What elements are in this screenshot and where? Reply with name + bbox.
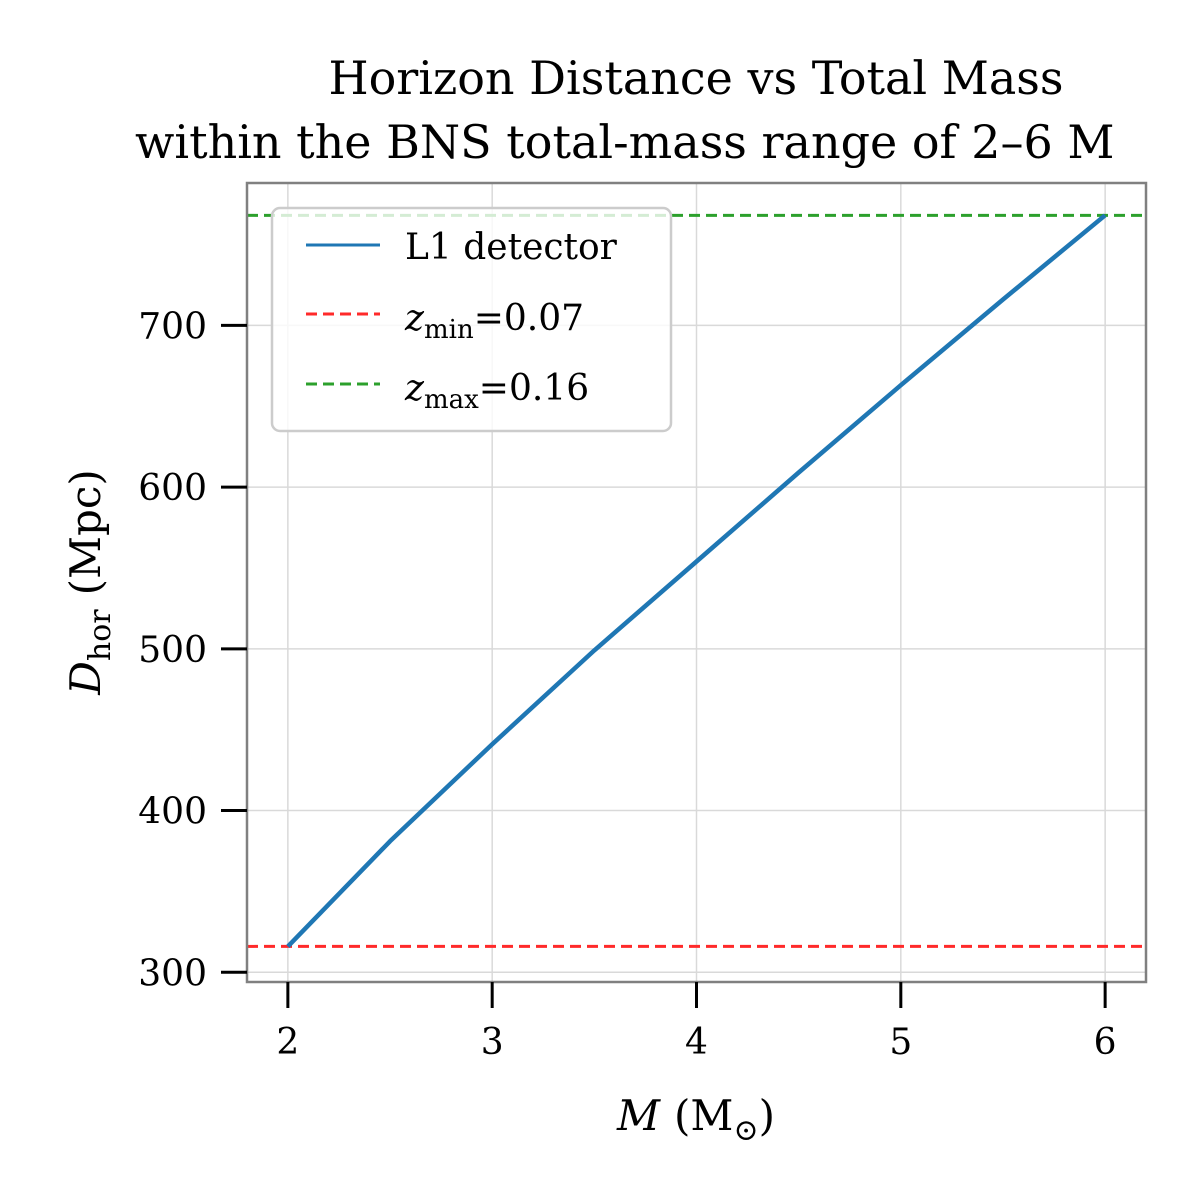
reference-lines [247, 213, 1146, 948]
y-tick-label-600: 600 [138, 468, 207, 509]
legend-zmin-value: =0.07 [474, 298, 584, 339]
y-tick-label-300: 300 [138, 953, 207, 994]
grid [247, 183, 1146, 982]
y-tick-label-700: 700 [138, 306, 207, 347]
x-axis-symbol: M [616, 1091, 661, 1140]
legend-zmax-value: =0.16 [479, 368, 589, 409]
y-axis-symbol: D [61, 661, 110, 696]
series [286, 213, 1107, 948]
y-tick-label-500: 500 [138, 630, 207, 671]
x-tick-label-6: 6 [1094, 1022, 1117, 1063]
chart-title-line1: Horizon Distance vs Total Mass [328, 51, 1063, 105]
x-tick-label-5: 5 [889, 1022, 912, 1063]
x-axis-label: M (M⊙) [616, 1091, 775, 1148]
legend-label-l1: L1 detector [405, 227, 618, 268]
series-line-l1-detector [286, 213, 1107, 948]
x-tick-label-2: 2 [276, 1022, 299, 1063]
legend: L1 detector zmin=0.07 zmax=0.16 [270, 206, 673, 433]
legend-box [270, 206, 673, 433]
y-axis-subscript: hor [83, 609, 118, 661]
legend-label-zmin: zmin=0.07 [404, 298, 584, 345]
legend-label-zmax: zmax=0.16 [404, 368, 589, 415]
x-tick-label-3: 3 [481, 1022, 504, 1063]
legend-zmin-symbol: z [404, 298, 425, 339]
chart-title-line2: within the BNS total-mass range of 2–6 M [135, 115, 1114, 169]
y-axis-unit: (Mpc) [61, 469, 110, 595]
ticks: 2 3 4 5 6 300 400 500 600 700 [138, 306, 1116, 1063]
x-axis-unit-subscript: ⊙ [733, 1113, 758, 1148]
x-axis-unit-suffix: ) [759, 1091, 775, 1140]
legend-zmax-symbol: z [404, 368, 425, 409]
legend-zmax-subscript: max [424, 385, 479, 415]
legend-zmin-subscript: min [424, 315, 474, 345]
y-axis-label: Dhor (Mpc) [61, 469, 118, 696]
y-tick-label-400: 400 [138, 792, 207, 833]
x-tick-label-4: 4 [685, 1022, 708, 1063]
x-axis-unit-prefix: (M [674, 1091, 733, 1140]
